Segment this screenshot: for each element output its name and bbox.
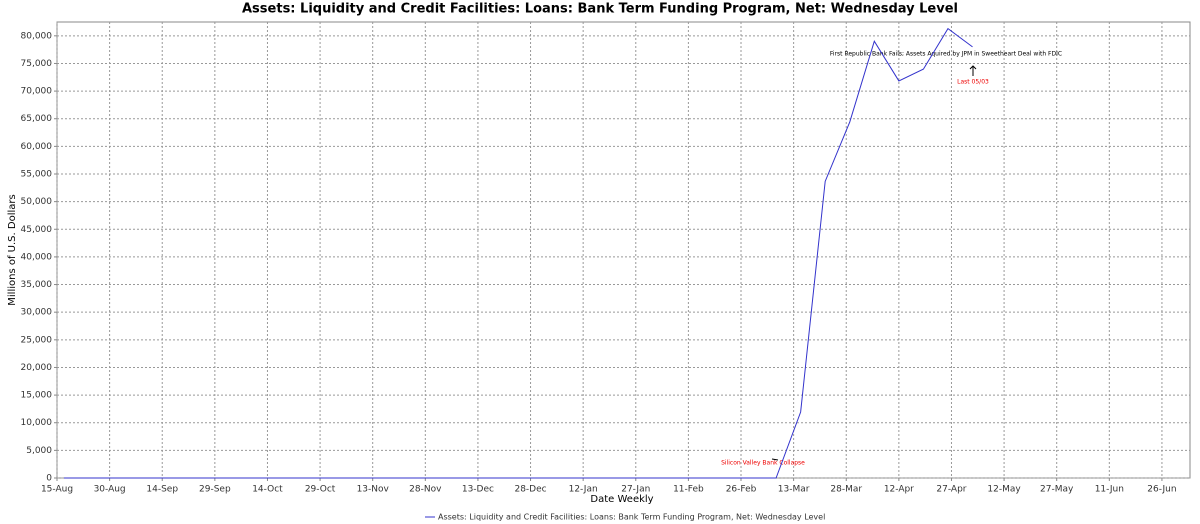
data-line xyxy=(64,27,973,479)
y-tick-label: 45,000 xyxy=(21,225,53,235)
y-tick-label: 75,000 xyxy=(21,59,53,69)
y-tick-label: 25,000 xyxy=(21,335,53,345)
legend-label: Assets: Liquidity and Credit Facilities:… xyxy=(438,513,825,522)
y-tick-label: 40,000 xyxy=(21,252,53,262)
y-tick-label: 15,000 xyxy=(21,391,53,401)
x-tick-label: 27-Apr xyxy=(936,485,966,495)
y-tick-label: 30,000 xyxy=(21,308,53,318)
annotation: Last 05/03 xyxy=(957,79,989,86)
y-axis-label: Millions of U.S. Dollars xyxy=(7,194,18,305)
x-tick-label: 15-Aug xyxy=(41,485,73,495)
x-tick-label: 30-Aug xyxy=(94,485,126,495)
y-tick-label: 65,000 xyxy=(21,114,53,124)
x-tick-label: 12-Jan xyxy=(569,485,598,495)
x-tick-label: 28-Nov xyxy=(409,485,442,495)
x-tick-label: 29-Sep xyxy=(199,485,231,495)
y-tick-label: 80,000 xyxy=(21,31,53,41)
x-tick-label: 29-Oct xyxy=(305,485,336,495)
y-tick-label: 0 xyxy=(46,474,52,484)
y-tick-label: 10,000 xyxy=(21,418,53,428)
annotation-arrow xyxy=(969,65,977,76)
x-tick-label: 27-Jan xyxy=(621,485,650,495)
y-tick-label: 55,000 xyxy=(21,170,53,180)
y-tick-label: 35,000 xyxy=(21,280,53,290)
x-tick-label: 14-Oct xyxy=(252,485,283,495)
x-tick-label: 13-Nov xyxy=(357,485,390,495)
y-tick-label: 50,000 xyxy=(21,197,53,207)
x-tick-label: 28-Mar xyxy=(830,485,862,495)
y-tick-label: 60,000 xyxy=(21,142,53,152)
x-tick-label: 13-Dec xyxy=(462,485,494,495)
x-axis-label: Date Weekly xyxy=(590,494,653,505)
y-tick-label: 5,000 xyxy=(26,446,52,456)
x-tick-label: 28-Dec xyxy=(514,485,546,495)
x-tick-label: 27-May xyxy=(1040,485,1074,495)
plot-area xyxy=(56,21,1191,479)
x-tick-label: 13-Mar xyxy=(778,485,810,495)
annotation: Silicon Valley Bank Collapse xyxy=(721,460,805,467)
x-tick-label: 14-Sep xyxy=(146,485,178,495)
annotation: First Republic Bank Fails; Assets Aquire… xyxy=(830,51,1062,58)
y-tick-label: 20,000 xyxy=(21,363,53,373)
x-tick-label: 26-Feb xyxy=(726,485,757,495)
annotation-arrow xyxy=(771,458,779,461)
x-tick-label: 12-May xyxy=(987,485,1021,495)
chart-title: Assets: Liquidity and Credit Facilities:… xyxy=(242,2,958,17)
x-tick-label: 11-Feb xyxy=(673,485,704,495)
x-tick-label: 12-Apr xyxy=(884,485,914,495)
x-tick-label: 26-Jun xyxy=(1147,485,1176,495)
x-tick-label: 11-Jun xyxy=(1095,485,1124,495)
y-tick-label: 70,000 xyxy=(21,87,53,97)
